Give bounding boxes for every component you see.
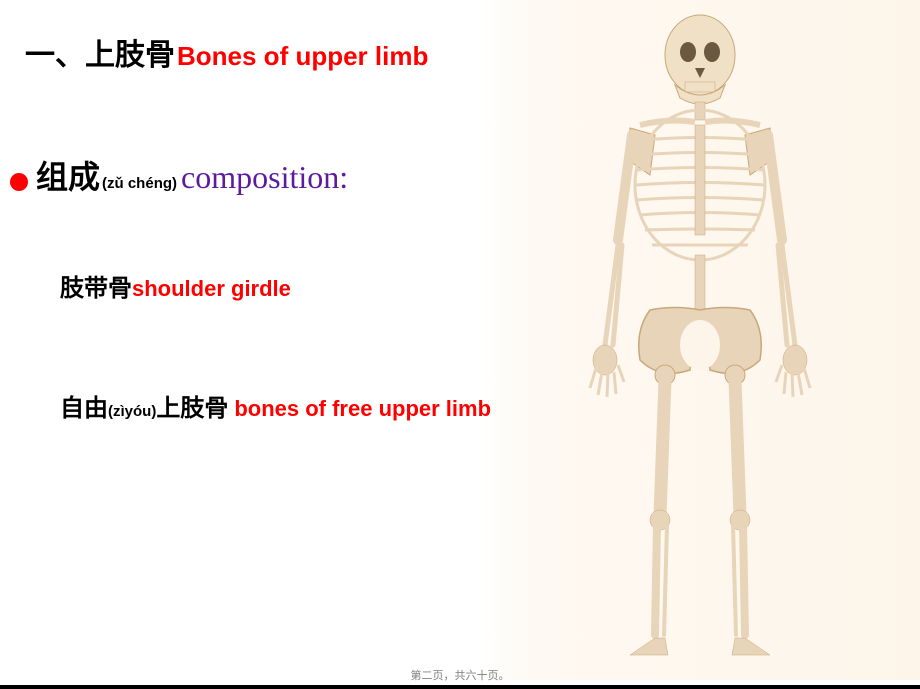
composition-pinyin: (zǔ chéng) <box>102 175 177 192</box>
item1-english: shoulder girdle <box>132 276 291 301</box>
skeleton-svg <box>500 10 900 670</box>
item2-chinese2: 上肢骨 <box>156 396 228 422</box>
shoulder-girdle-item: 肢带骨shoulder girdle <box>60 268 291 303</box>
text-content: 一、上肢骨 Bones of upper limb 组成 (zǔ chéng) … <box>10 0 490 680</box>
composition-english: composition: <box>181 159 348 196</box>
bullet-icon <box>10 173 28 191</box>
composition-chinese: 组成 <box>36 152 100 198</box>
free-upper-limb-item: 自由(zìyóu)上肢骨bones of free upper limb <box>60 388 491 423</box>
title-english: Bones of upper limb <box>177 41 428 72</box>
item2-chinese1: 自由 <box>60 396 108 422</box>
item1-chinese: 肢带骨 <box>60 276 132 302</box>
item2-pinyin: (zìyóu) <box>108 403 156 420</box>
title-chinese: 一、上肢骨 <box>25 30 175 74</box>
bottom-border <box>0 685 920 689</box>
slide-title: 一、上肢骨 Bones of upper limb <box>25 30 428 74</box>
page-footer: 第二页，共六十页。 <box>411 667 510 683</box>
skeleton-illustration <box>480 0 920 680</box>
composition-heading: 组成 (zǔ chéng) composition: <box>10 152 348 198</box>
item2-english: bones of free upper limb <box>234 396 491 421</box>
